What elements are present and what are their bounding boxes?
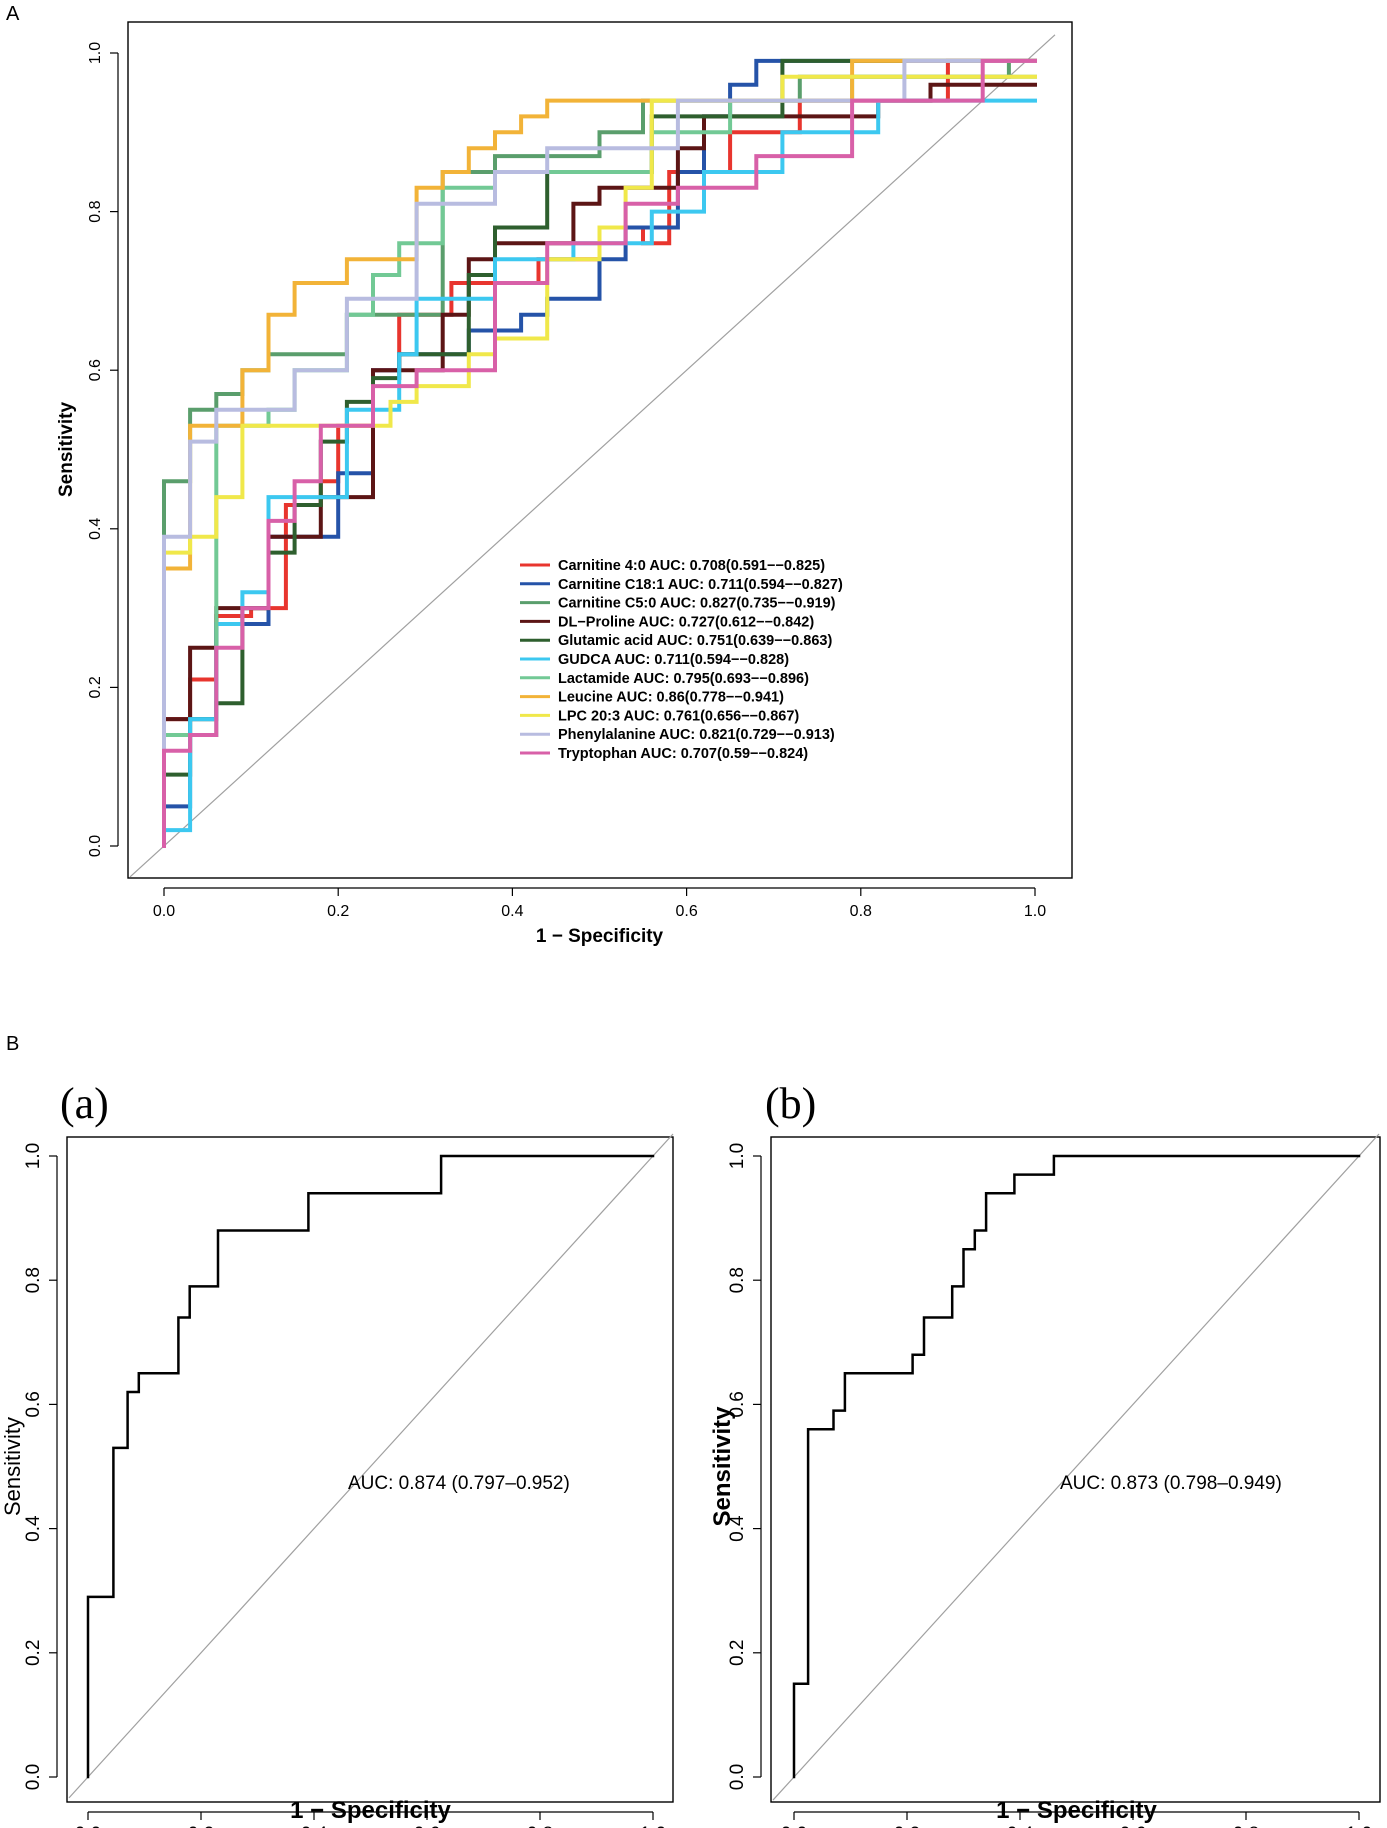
y-tick-label: 1.0: [727, 1143, 748, 1169]
y-tick-label: 0.8: [727, 1267, 748, 1293]
x-axis-title: 1 − Specificity: [536, 926, 664, 947]
auc-annotation: AUC: 0.873 (0.798–0.949): [1060, 1473, 1282, 1494]
legend-entry: Phenylalanine AUC: 0.821(0.729−−0.913): [558, 727, 835, 743]
x-tick-label: 0.8: [1233, 1824, 1259, 1828]
y-tick-label: 0.6: [727, 1391, 748, 1417]
x-tick-label: 0.4: [501, 903, 523, 920]
x-axis-title: 1 − Specificity: [996, 1797, 1157, 1824]
y-tick-label: 0.2: [87, 676, 104, 698]
y-tick-label: 0.0: [87, 835, 104, 857]
x-tick-label: 0.6: [414, 1824, 440, 1828]
x-tick-label: 0.0: [75, 1824, 101, 1828]
y-tick-label: 0.4: [23, 1515, 44, 1542]
x-tick-label: 0.0: [153, 903, 175, 920]
y-tick-label: 0.2: [23, 1640, 44, 1666]
legend-entry: Carnitine C5:0 AUC: 0.827(0.735−−0.919): [558, 596, 836, 612]
x-tick-label: 0.6: [675, 903, 697, 920]
legend-entry: Tryptophan AUC: 0.707(0.59−−0.824): [558, 746, 808, 762]
roc-curve-combined-model: [792, 1154, 1361, 1779]
roc-curve-tryptophan: [162, 58, 1037, 848]
x-axis-title: 1 − Specificity: [290, 1797, 451, 1824]
roc-curve-combined-model: [86, 1154, 655, 1779]
x-tick-label: 1.0: [640, 1824, 666, 1828]
x-tick-label: 0.6: [1120, 1824, 1146, 1828]
y-axis-title: Sensitivity: [709, 1406, 736, 1527]
subpanel-label-b: (b): [765, 1079, 816, 1128]
y-tick-label: 0.8: [23, 1267, 44, 1293]
roc-chart-b-a: 0.0 0.2 0.4 0.6 0.8 1.0 0.0 0.2 0.4 0.6 0.8 1.0 1 − …: [0, 1133, 674, 1828]
plot-frame: [127, 21, 1073, 879]
x-tick-label: 0.4: [1007, 1824, 1034, 1828]
y-tick-label: 0.4: [87, 518, 104, 540]
y-tick-label: 0.6: [87, 359, 104, 381]
x-tick-label: 0.0: [781, 1824, 807, 1828]
x-tick-label: 1.0: [1024, 903, 1046, 920]
diagonal-reference-line: [129, 34, 1056, 878]
x-tick-label: 0.4: [301, 1824, 328, 1828]
panel-label-b: B: [6, 1033, 19, 1055]
legend-entry: GUDCA AUC: 0.711(0.594−−0.828): [558, 652, 789, 668]
y-tick-label: 0.6: [23, 1391, 44, 1417]
plot-frame: [770, 1136, 1381, 1803]
y-tick-label: 0.2: [727, 1640, 748, 1666]
auc-annotation: AUC: 0.874 (0.797–0.952): [348, 1473, 570, 1494]
subpanel-label-a: (a): [60, 1079, 109, 1128]
diagonal-reference-line: [772, 1133, 1380, 1801]
x-tick-label: 0.2: [327, 903, 349, 920]
x-tick-label: 0.2: [188, 1824, 214, 1828]
legend-entry: Lactamide AUC: 0.795(0.693−−0.896): [558, 671, 809, 687]
legend-entry: DL−Proline AUC: 0.727(0.612−−0.842): [558, 614, 814, 630]
y-tick-label: 0.4: [727, 1515, 748, 1542]
y-tick-label: 1.0: [87, 42, 104, 64]
legend-entry: Carnitine C18:1 AUC: 0.711(0.594−−0.827): [558, 577, 843, 593]
legend-entry: Carnitine 4:0 AUC: 0.708(0.591−−0.825): [558, 558, 825, 574]
y-axis-title: Sensitivity: [56, 402, 77, 497]
roc-curve-lpc-20-3: [162, 74, 1037, 848]
roc-chart-b-b: 0.0 0.2 0.4 0.6 0.8 1.0 0.0 0.2 0.4 0.6 0.8 1.0 1 − …: [709, 1133, 1381, 1828]
y-tick-label: 0.0: [727, 1764, 748, 1790]
y-axis-title: Sensitivity: [0, 1417, 25, 1516]
y-tick-label: 1.0: [23, 1143, 44, 1169]
x-tick-label: 0.8: [527, 1824, 553, 1828]
legend-entry: LPC 20:3 AUC: 0.761(0.656−−0.867): [558, 708, 799, 724]
y-tick-label: 0.0: [23, 1764, 44, 1790]
legend-entry: Leucine AUC: 0.86(0.778−−0.941): [558, 690, 784, 706]
diagonal-reference-line: [68, 1133, 674, 1799]
x-tick-label: 0.8: [850, 903, 872, 920]
roc-curve-phenylalanine: [162, 58, 1037, 848]
plot-frame: [66, 1136, 674, 1803]
roc-curve-leucine: [162, 58, 1037, 848]
panel-label-a: A: [6, 3, 20, 25]
legend-entry: Glutamic acid AUC: 0.751(0.639−−0.863): [558, 633, 832, 649]
x-tick-label: 1.0: [1346, 1824, 1372, 1828]
roc-chart-a: 0.0 0.2 0.4 0.6 0.8 1.0 0.0 0.2 0.4 0.6 0.8 1.0 1 − …: [56, 21, 1073, 947]
y-tick-label: 0.8: [87, 200, 104, 222]
x-tick-label: 0.2: [894, 1824, 920, 1828]
